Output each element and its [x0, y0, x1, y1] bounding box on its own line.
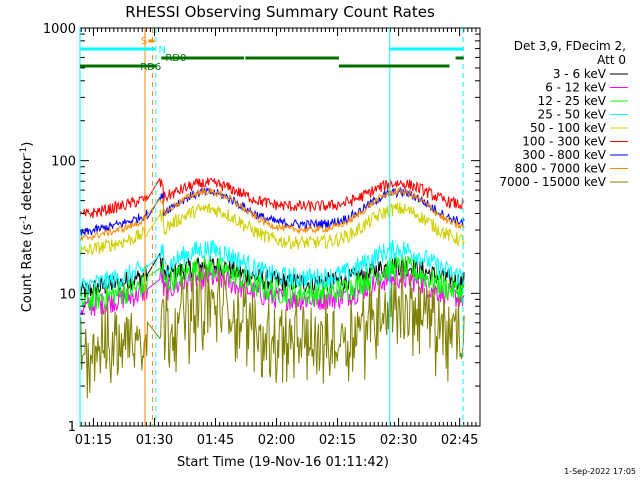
y-tick-label: 1000 [43, 22, 76, 37]
flag-label-rd0: RD0 [165, 53, 186, 64]
legend-header-line-1: Det 3,9, FDecim 2, [514, 39, 626, 53]
x-tick-label: 01:45 [197, 433, 234, 448]
legend-label-5: 50 - 100 keV [530, 121, 607, 135]
x-tick-label: 02:00 [258, 433, 295, 448]
legend-label-9: 7000 - 15000 keV [499, 175, 606, 189]
legend-label-8: 800 - 7000 keV [515, 162, 607, 176]
plot-area [79, 177, 465, 399]
x-axis-label: Start Time (19-Nov-16 01:11:42) [177, 455, 389, 470]
legend-label-6: 100 - 300 keV [522, 135, 606, 149]
y-axis-label-mid: detector [20, 155, 35, 215]
series-line-8 [79, 186, 465, 242]
y-axis-label-end: ) [20, 142, 35, 147]
legend-label-1: 3 - 6 keV [553, 67, 607, 81]
chart-title: RHESSI Observing Summary Count Rates [125, 3, 435, 21]
y-axis-label-sup2: -1 [19, 147, 29, 156]
legend-label-3: 12 - 25 keV [538, 94, 607, 108]
y-tick-label: 1 [68, 420, 76, 435]
series-line-7 [79, 186, 465, 236]
x-tick-label: 02:15 [319, 433, 356, 448]
legend-label-4: 25 - 50 keV [538, 108, 607, 122]
series-line-9 [79, 263, 465, 399]
legend-label-7: 300 - 800 keV [522, 148, 606, 162]
x-tick-label: 02:30 [380, 433, 417, 448]
x-tick-label: 01:30 [136, 433, 173, 448]
timestamp: 1-Sep-2022 17:05 [564, 467, 636, 476]
flag-label-s: S [141, 36, 147, 47]
legend-label-2: 6 - 12 keV [545, 81, 607, 95]
y-axis-label-sup1: -1 [19, 215, 29, 224]
series-line-5 [79, 202, 465, 258]
series-line-4 [79, 239, 465, 296]
flag-label-rd6: RD6 [140, 62, 161, 73]
y-tick-label: 100 [51, 155, 76, 170]
flag-label-n: N [159, 45, 166, 56]
y-axis-label: Count Rate (s-1 detector-1) [19, 142, 35, 313]
x-tick-label: 01:15 [75, 433, 112, 448]
series-line-6 [79, 177, 465, 219]
legend-header-line-2: Att 0 [597, 53, 626, 67]
y-tick-label: 10 [59, 287, 76, 302]
y-axis-label-main: Count Rate (s [20, 224, 35, 313]
x-tick-label: 02:45 [441, 433, 478, 448]
